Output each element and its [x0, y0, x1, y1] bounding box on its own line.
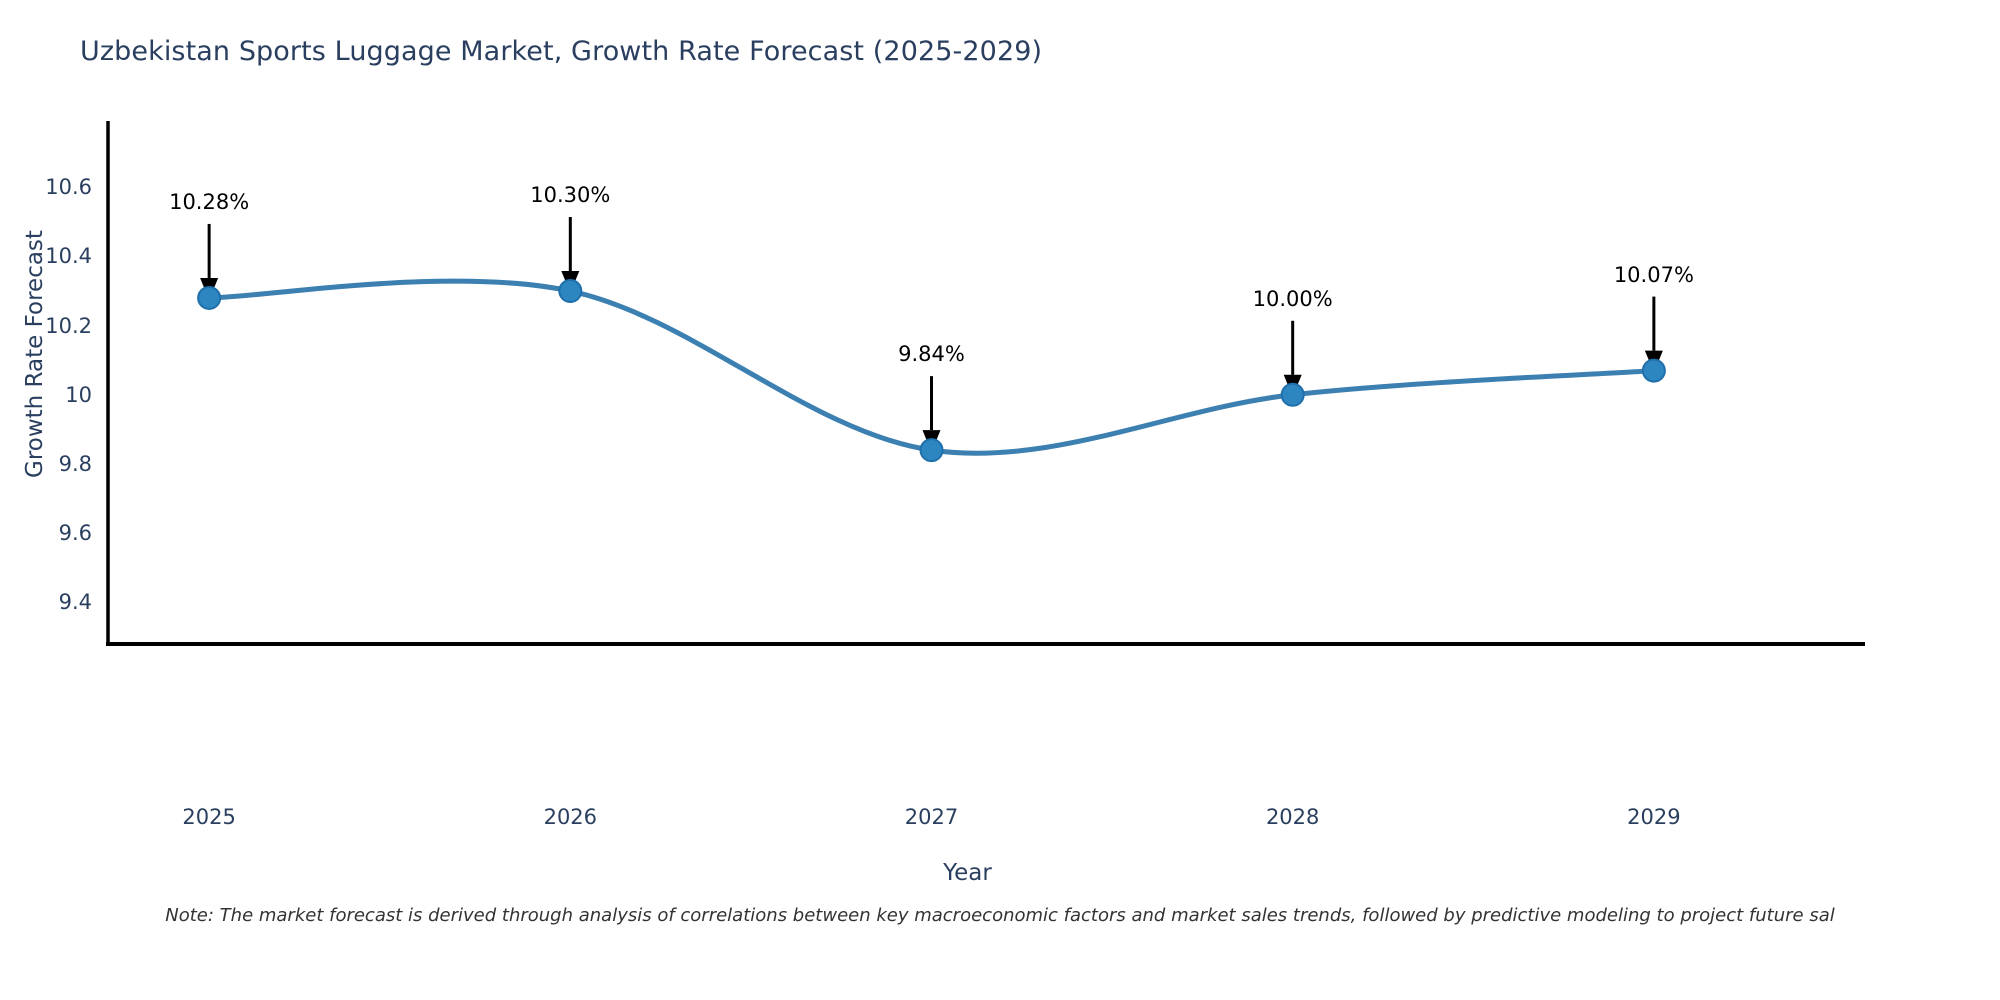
x-tick-label: 2025	[182, 805, 236, 829]
x-tick-label: 2026	[543, 805, 598, 829]
y-tick-label: 10.4	[45, 244, 92, 269]
page-title: Uzbekistan Sports Luggage Market, Growth…	[80, 36, 1043, 67]
data-point-label: 10.30%	[530, 183, 611, 208]
y-tick-label: 9.4	[58, 590, 92, 615]
data-point-label: 9.84%	[898, 342, 965, 367]
y-tick-label: 9.6	[58, 521, 92, 546]
x-tick-label: 2029	[1627, 805, 1681, 829]
y-tick-label: 10.6	[45, 175, 92, 200]
x-tick-label: 2028	[1265, 805, 1320, 829]
data-point-label: 10.07%	[1613, 262, 1694, 287]
x-tick-label: 2027	[904, 805, 959, 829]
x-axis-title: Year	[943, 860, 992, 886]
data-point-label: 10.28%	[169, 189, 250, 214]
footnote: Note: The market forecast is derived thr…	[165, 905, 1835, 926]
data-point-label: 10.00%	[1252, 286, 1333, 311]
y-tick-label: 10.2	[45, 313, 92, 338]
y-tick-label: 9.8	[58, 451, 92, 476]
y-tick-label: 10	[65, 382, 92, 407]
